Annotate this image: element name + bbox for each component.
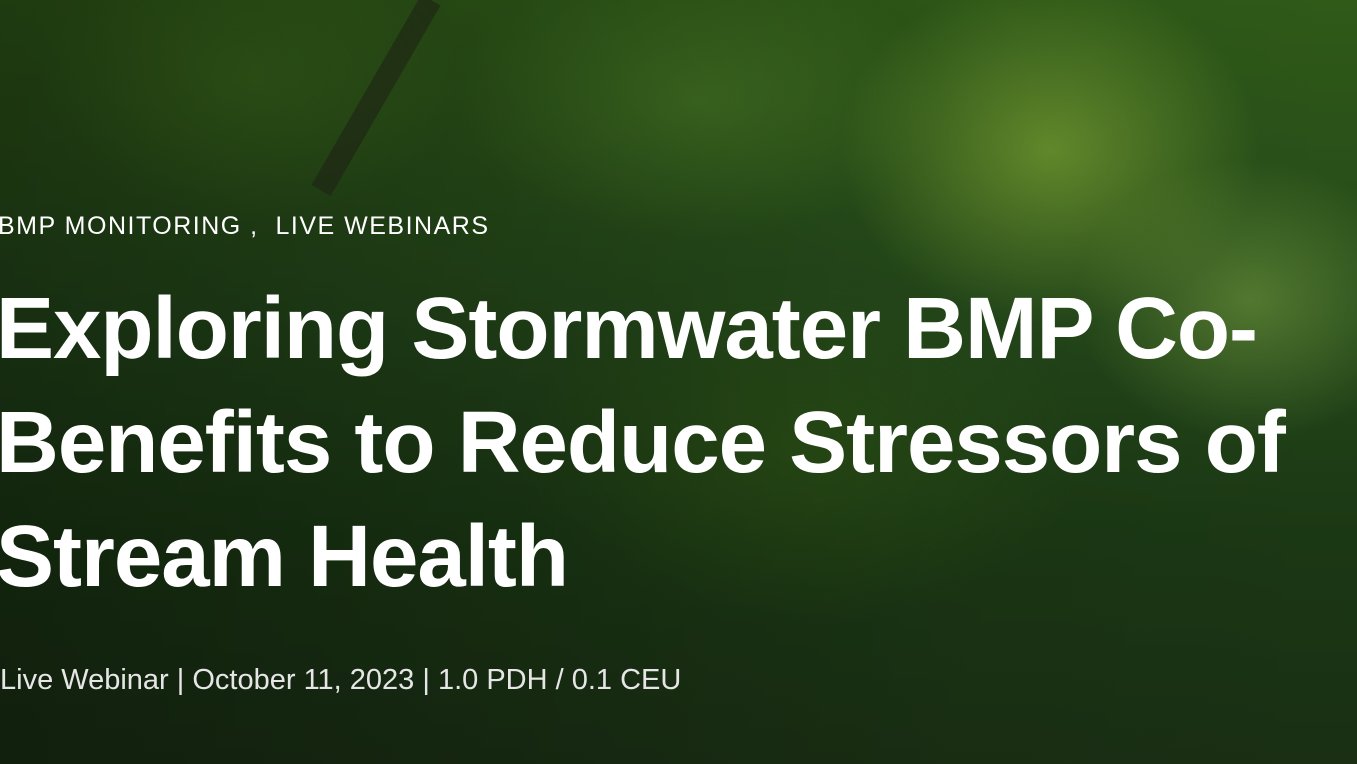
category-link-live-webinars[interactable]: LIVE WEBINARS [275, 212, 490, 240]
page-title: Exploring Stormwater BMP Co- Benefits to… [0, 272, 1357, 614]
title-line: Benefits to Reduce Stressors of [0, 394, 1286, 491]
category-separator: , [241, 212, 276, 240]
title-line: Exploring Stormwater BMP Co- [0, 280, 1258, 377]
title-line: Stream Health [0, 508, 569, 605]
category-link-bmp-monitoring[interactable]: BMP MONITORING [0, 212, 242, 240]
category-list: BMP MONITORING , LIVE WEBINARS [0, 212, 490, 241]
event-meta: Live Webinar | October 11, 2023 | 1.0 PD… [0, 664, 682, 696]
